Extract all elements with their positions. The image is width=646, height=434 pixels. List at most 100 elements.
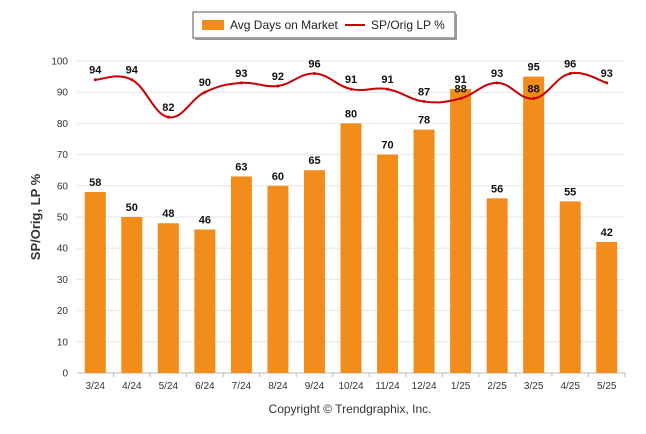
copyright-text: Copyright © Trendgraphix, Inc. (269, 402, 432, 416)
line-data-label: 88 (528, 83, 540, 95)
line-data-label: 91 (345, 74, 357, 86)
bar-data-label: 58 (89, 177, 101, 189)
y-tick-label: 50 (57, 213, 69, 224)
y-tick-label: 60 (57, 181, 69, 192)
x-tick-label: 12/24 (412, 381, 437, 392)
line-point (349, 87, 353, 91)
legend-line-label: SP/Orig LP % (371, 18, 445, 32)
line-data-label: 93 (601, 68, 613, 80)
line-point (568, 71, 572, 75)
y-tick-label: 0 (62, 369, 68, 380)
bar-data-label: 95 (528, 62, 540, 74)
line-data-labels: 94 94 82 90 93 92 96 91 91 87 88 93 88 96 93 (89, 58, 613, 114)
legend-box (192, 11, 456, 39)
line-point (93, 78, 97, 82)
x-tick-label: 11/24 (375, 381, 400, 392)
bar-data-label: 56 (491, 183, 503, 195)
bar (267, 185, 289, 373)
x-tick-label: 5/25 (597, 381, 617, 392)
line-series (93, 71, 609, 119)
bar-data-labels: 58 50 48 46 63 60 65 80 70 78 91 56 95 55 42 (89, 62, 613, 239)
x-tick-label: 7/24 (232, 381, 252, 392)
y-tick-label: 80 (57, 119, 69, 130)
x-tick-label: 3/24 (86, 381, 106, 392)
x-tick-labels: 3/24 4/24 5/24 6/24 7/24 8/24 9/24 10/24 11/24 12… (86, 373, 626, 392)
line-point (459, 96, 463, 100)
y-tick-label: 40 (57, 244, 69, 255)
bar (486, 198, 508, 373)
bar-data-label: 48 (162, 208, 174, 220)
line-point (386, 87, 390, 91)
x-tick-label: 4/24 (122, 381, 142, 392)
line-point (130, 78, 134, 82)
bar-series (84, 76, 618, 374)
y-tick-label: 10 (57, 337, 69, 348)
y-tick-label: 30 (57, 275, 69, 286)
bar-data-label: 91 (454, 74, 466, 86)
line-data-label: 96 (564, 58, 576, 70)
y-tick-label: 70 (57, 150, 69, 161)
y-axis-title: SP/Orig, LP % (28, 173, 43, 260)
line-data-label: 88 (454, 83, 466, 95)
legend: Avg Days on Market SP/Orig LP % (192, 11, 457, 40)
y-tick-labels: 0 10 20 30 40 50 60 70 80 90 100 (51, 57, 68, 380)
bar (340, 123, 362, 374)
line-data-label: 91 (381, 74, 393, 86)
bar-data-label: 65 (308, 155, 320, 167)
line-data-label: 87 (418, 87, 430, 99)
line-point (312, 71, 316, 75)
bar-data-label: 46 (199, 214, 211, 226)
x-tick-label: 5/24 (159, 381, 179, 392)
bar (303, 170, 325, 373)
line-data-label: 82 (162, 102, 174, 114)
bar-data-label: 42 (601, 227, 613, 239)
x-tick-label: 10/24 (338, 381, 363, 392)
bar (559, 201, 581, 373)
bar (596, 241, 618, 373)
bar-data-label: 80 (345, 108, 357, 120)
bar (450, 89, 472, 373)
bar-data-label: 55 (564, 186, 576, 198)
legend-bar-label: Avg Days on Market (230, 18, 338, 32)
line-data-label: 90 (199, 77, 211, 89)
line-point (239, 81, 243, 85)
x-tick-label: 8/24 (268, 381, 288, 392)
legend-bar-swatch (202, 20, 224, 30)
line-point (532, 96, 536, 100)
line-point (495, 81, 499, 85)
line-point (276, 84, 280, 88)
line-point (605, 81, 609, 85)
y-tick-label: 90 (57, 88, 69, 99)
line-data-label: 96 (308, 58, 320, 70)
x-tick-label: 4/25 (560, 381, 580, 392)
line-data-label: 92 (272, 71, 284, 83)
line-data-label: 94 (89, 65, 102, 77)
bar-data-label: 50 (126, 202, 138, 214)
x-tick-label: 9/24 (305, 381, 325, 392)
x-tick-label: 2/25 (487, 381, 507, 392)
bar-data-label: 78 (418, 115, 430, 127)
bar-data-label: 63 (235, 161, 247, 173)
y-tick-label: 20 (57, 306, 69, 317)
line-point (203, 90, 207, 94)
legend-shadow (455, 14, 457, 40)
bar (523, 76, 545, 373)
bar (194, 229, 216, 373)
y-tick-label: 100 (51, 57, 68, 68)
line-data-label: 93 (235, 68, 247, 80)
line-data-label: 93 (491, 68, 503, 80)
line-point (422, 100, 426, 104)
bar (84, 192, 106, 373)
bar-data-label: 70 (381, 140, 393, 152)
x-tick-label: 1/25 (451, 381, 471, 392)
x-tick-label: 3/25 (524, 381, 544, 392)
bar (377, 154, 399, 373)
bar (230, 176, 252, 373)
legend-shadow-bottom (195, 38, 457, 40)
bar (157, 223, 179, 373)
x-tick-label: 6/24 (195, 381, 215, 392)
bar-data-label: 60 (272, 171, 284, 183)
bar (121, 217, 143, 373)
line-data-label: 94 (126, 65, 139, 77)
